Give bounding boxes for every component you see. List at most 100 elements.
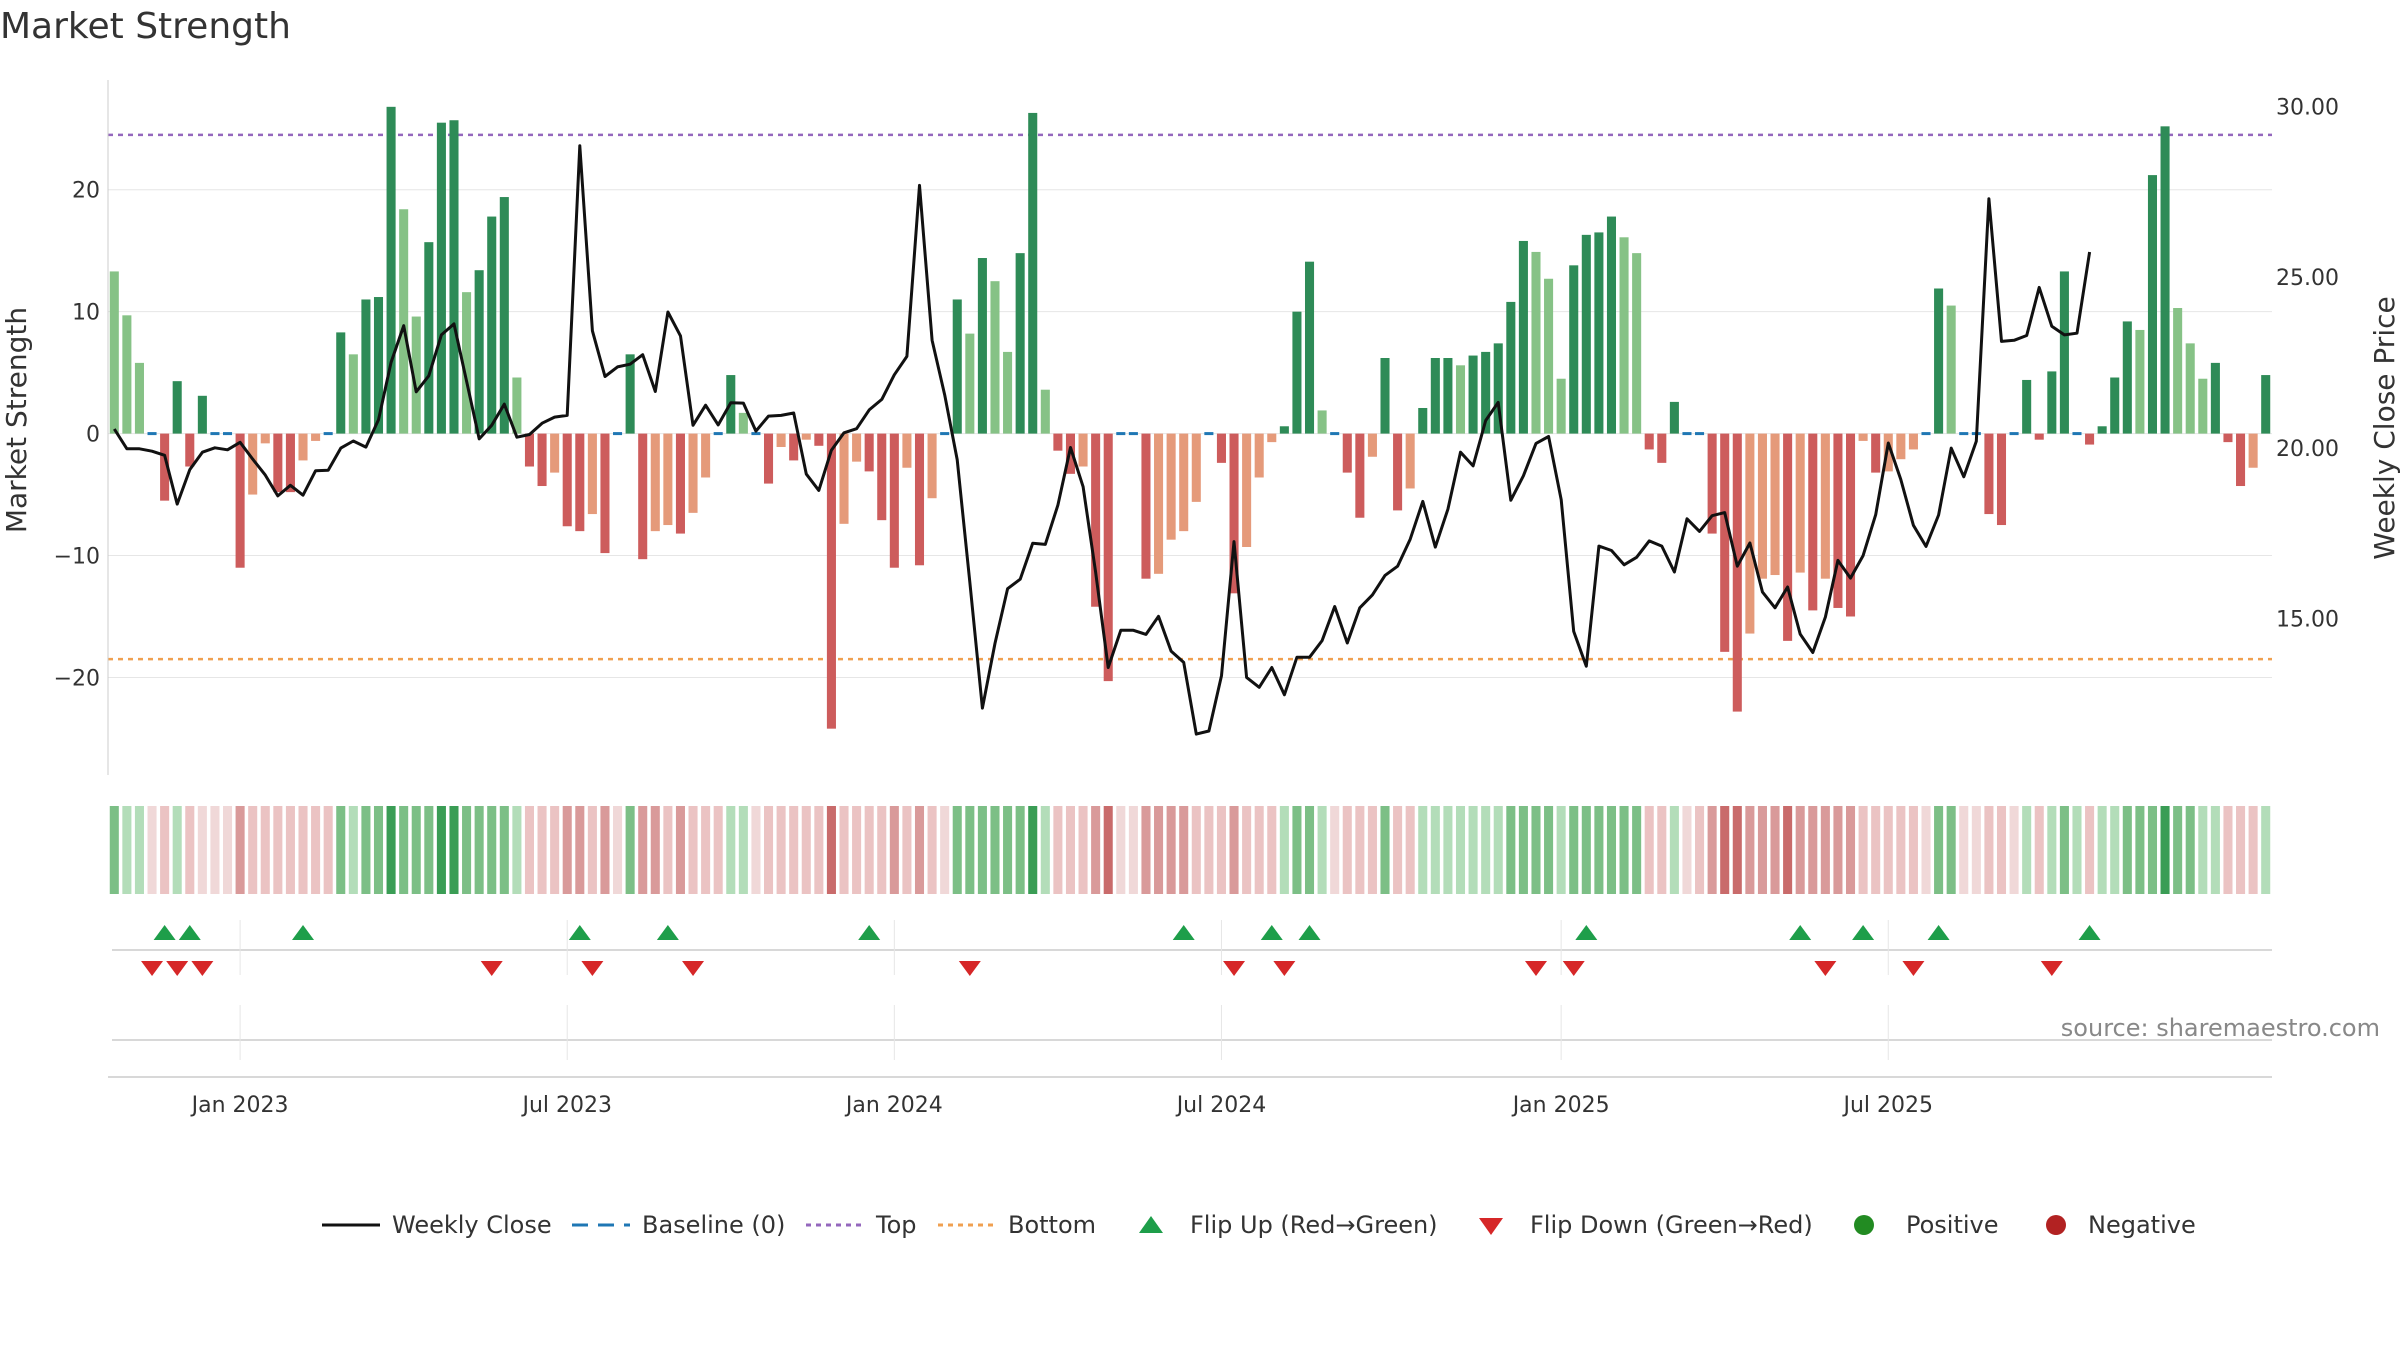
strength-bar — [1518, 240, 1528, 434]
flip-down-marker — [166, 961, 189, 976]
axes: −20 −10 0 10 20 15.00 20.00 25.00 30.00 — [54, 80, 2339, 775]
signal-cell — [776, 806, 786, 894]
strength-bar — [1669, 401, 1679, 434]
strength-bar — [424, 242, 434, 434]
strength-bar — [1984, 433, 1994, 515]
signal-cell — [600, 806, 610, 894]
signal-strip — [109, 806, 2271, 894]
signal-cell — [2022, 806, 2032, 894]
x-tick-label: Jan 2023 — [190, 1093, 289, 1118]
signal-cell — [889, 806, 899, 894]
strength-bar — [776, 433, 786, 448]
x-tick-label: Jul 2023 — [520, 1093, 612, 1118]
signal-cell — [2097, 806, 2107, 894]
signal-cell — [2248, 806, 2258, 894]
legend-label: Positive — [1906, 1211, 1999, 1239]
signal-cell — [1996, 806, 2007, 894]
signal-cell — [1682, 806, 1692, 894]
strength-bar — [2122, 321, 2132, 434]
strength-bar — [600, 433, 610, 554]
signal-cell — [587, 806, 597, 894]
x-tick-label: Jan 2024 — [844, 1093, 943, 1118]
strength-bar — [2047, 371, 2057, 434]
strength-bar — [1896, 433, 1906, 460]
signal-cell — [235, 806, 245, 894]
signal-cell — [248, 806, 258, 894]
signal-cell — [147, 806, 157, 894]
signal-cell — [160, 806, 170, 894]
strength-bar — [1732, 433, 1742, 712]
strength-bar — [2173, 308, 2183, 434]
signal-cell — [2085, 806, 2095, 894]
strength-bar — [1254, 433, 1264, 478]
close-line-group — [113, 144, 2092, 736]
signal-cell — [550, 806, 560, 894]
signal-cell — [399, 806, 409, 894]
signal-cell — [1606, 806, 1617, 894]
strength-bar — [1342, 433, 1352, 473]
signal-cell — [474, 806, 484, 894]
flip-down-marker — [1814, 961, 1837, 976]
strength-bar — [1166, 433, 1176, 540]
signal-cell — [449, 806, 459, 894]
signal-cell — [2236, 806, 2246, 894]
signal-cell — [1279, 806, 1289, 894]
signal-cell — [1330, 806, 1340, 894]
flip-down-marker — [141, 961, 164, 976]
legend-close: Weekly Close — [322, 1211, 552, 1239]
strength-bar — [2147, 175, 2158, 434]
signal-cell — [713, 806, 723, 894]
flip-down-marker — [1273, 961, 1296, 976]
signal-cell — [1506, 806, 1516, 894]
signal-cell — [826, 806, 836, 894]
strength-bar — [688, 433, 698, 513]
signal-cell — [260, 806, 270, 894]
signal-cell — [2147, 806, 2158, 894]
strength-bar — [449, 120, 459, 434]
y2-tick-label: 25.00 — [2276, 266, 2339, 291]
strength-bar — [1141, 433, 1151, 579]
signal-cell — [1003, 806, 1013, 894]
legend: Weekly Close Baseline (0) Top Bottom Flip Up… — [322, 1211, 2196, 1239]
strength-bar — [1632, 253, 1642, 434]
strength-bar — [260, 433, 270, 444]
signal-cell — [1141, 806, 1151, 894]
flip-up-marker — [1852, 925, 1875, 940]
signal-cell — [1934, 806, 1944, 894]
strength-bar — [1808, 433, 1818, 611]
x-tick-label: Jul 2024 — [1175, 1093, 1267, 1118]
strength-bar — [1707, 433, 1717, 534]
strength-bar — [763, 433, 774, 484]
strength-bar — [2160, 126, 2170, 434]
strength-bar — [2135, 329, 2145, 434]
signal-cell — [185, 806, 195, 894]
strength-bar — [1871, 433, 1881, 473]
signal-cell — [2185, 806, 2195, 894]
signal-cell — [1455, 806, 1466, 894]
signal-cell — [751, 806, 761, 894]
strength-bar — [1795, 433, 1805, 573]
signal-cell — [2135, 806, 2145, 894]
signal-cell — [2009, 806, 2019, 894]
flip-up-marker — [1789, 925, 1812, 940]
signal-cell — [1669, 806, 1679, 894]
strength-bar — [663, 433, 673, 526]
strength-bar — [801, 433, 811, 440]
strength-bar — [109, 271, 119, 434]
y2-tick-label: 15.00 — [2276, 607, 2339, 632]
legend-label: Weekly Close — [392, 1211, 552, 1239]
signal-cell — [2160, 806, 2170, 894]
flip-up-marker — [858, 925, 881, 940]
strength-bar — [1644, 433, 1654, 450]
signal-cell — [638, 806, 648, 894]
signal-cell — [977, 806, 987, 894]
signal-cell — [688, 806, 698, 894]
strength-bar — [1028, 112, 1038, 434]
flip-up-marker — [568, 925, 591, 940]
flip-up-marker — [2078, 925, 2101, 940]
strength-bar — [298, 433, 308, 461]
strength-bar — [650, 433, 660, 532]
signal-cell — [864, 806, 874, 894]
signal-cell — [927, 806, 937, 894]
strength-bar — [1179, 433, 1189, 532]
